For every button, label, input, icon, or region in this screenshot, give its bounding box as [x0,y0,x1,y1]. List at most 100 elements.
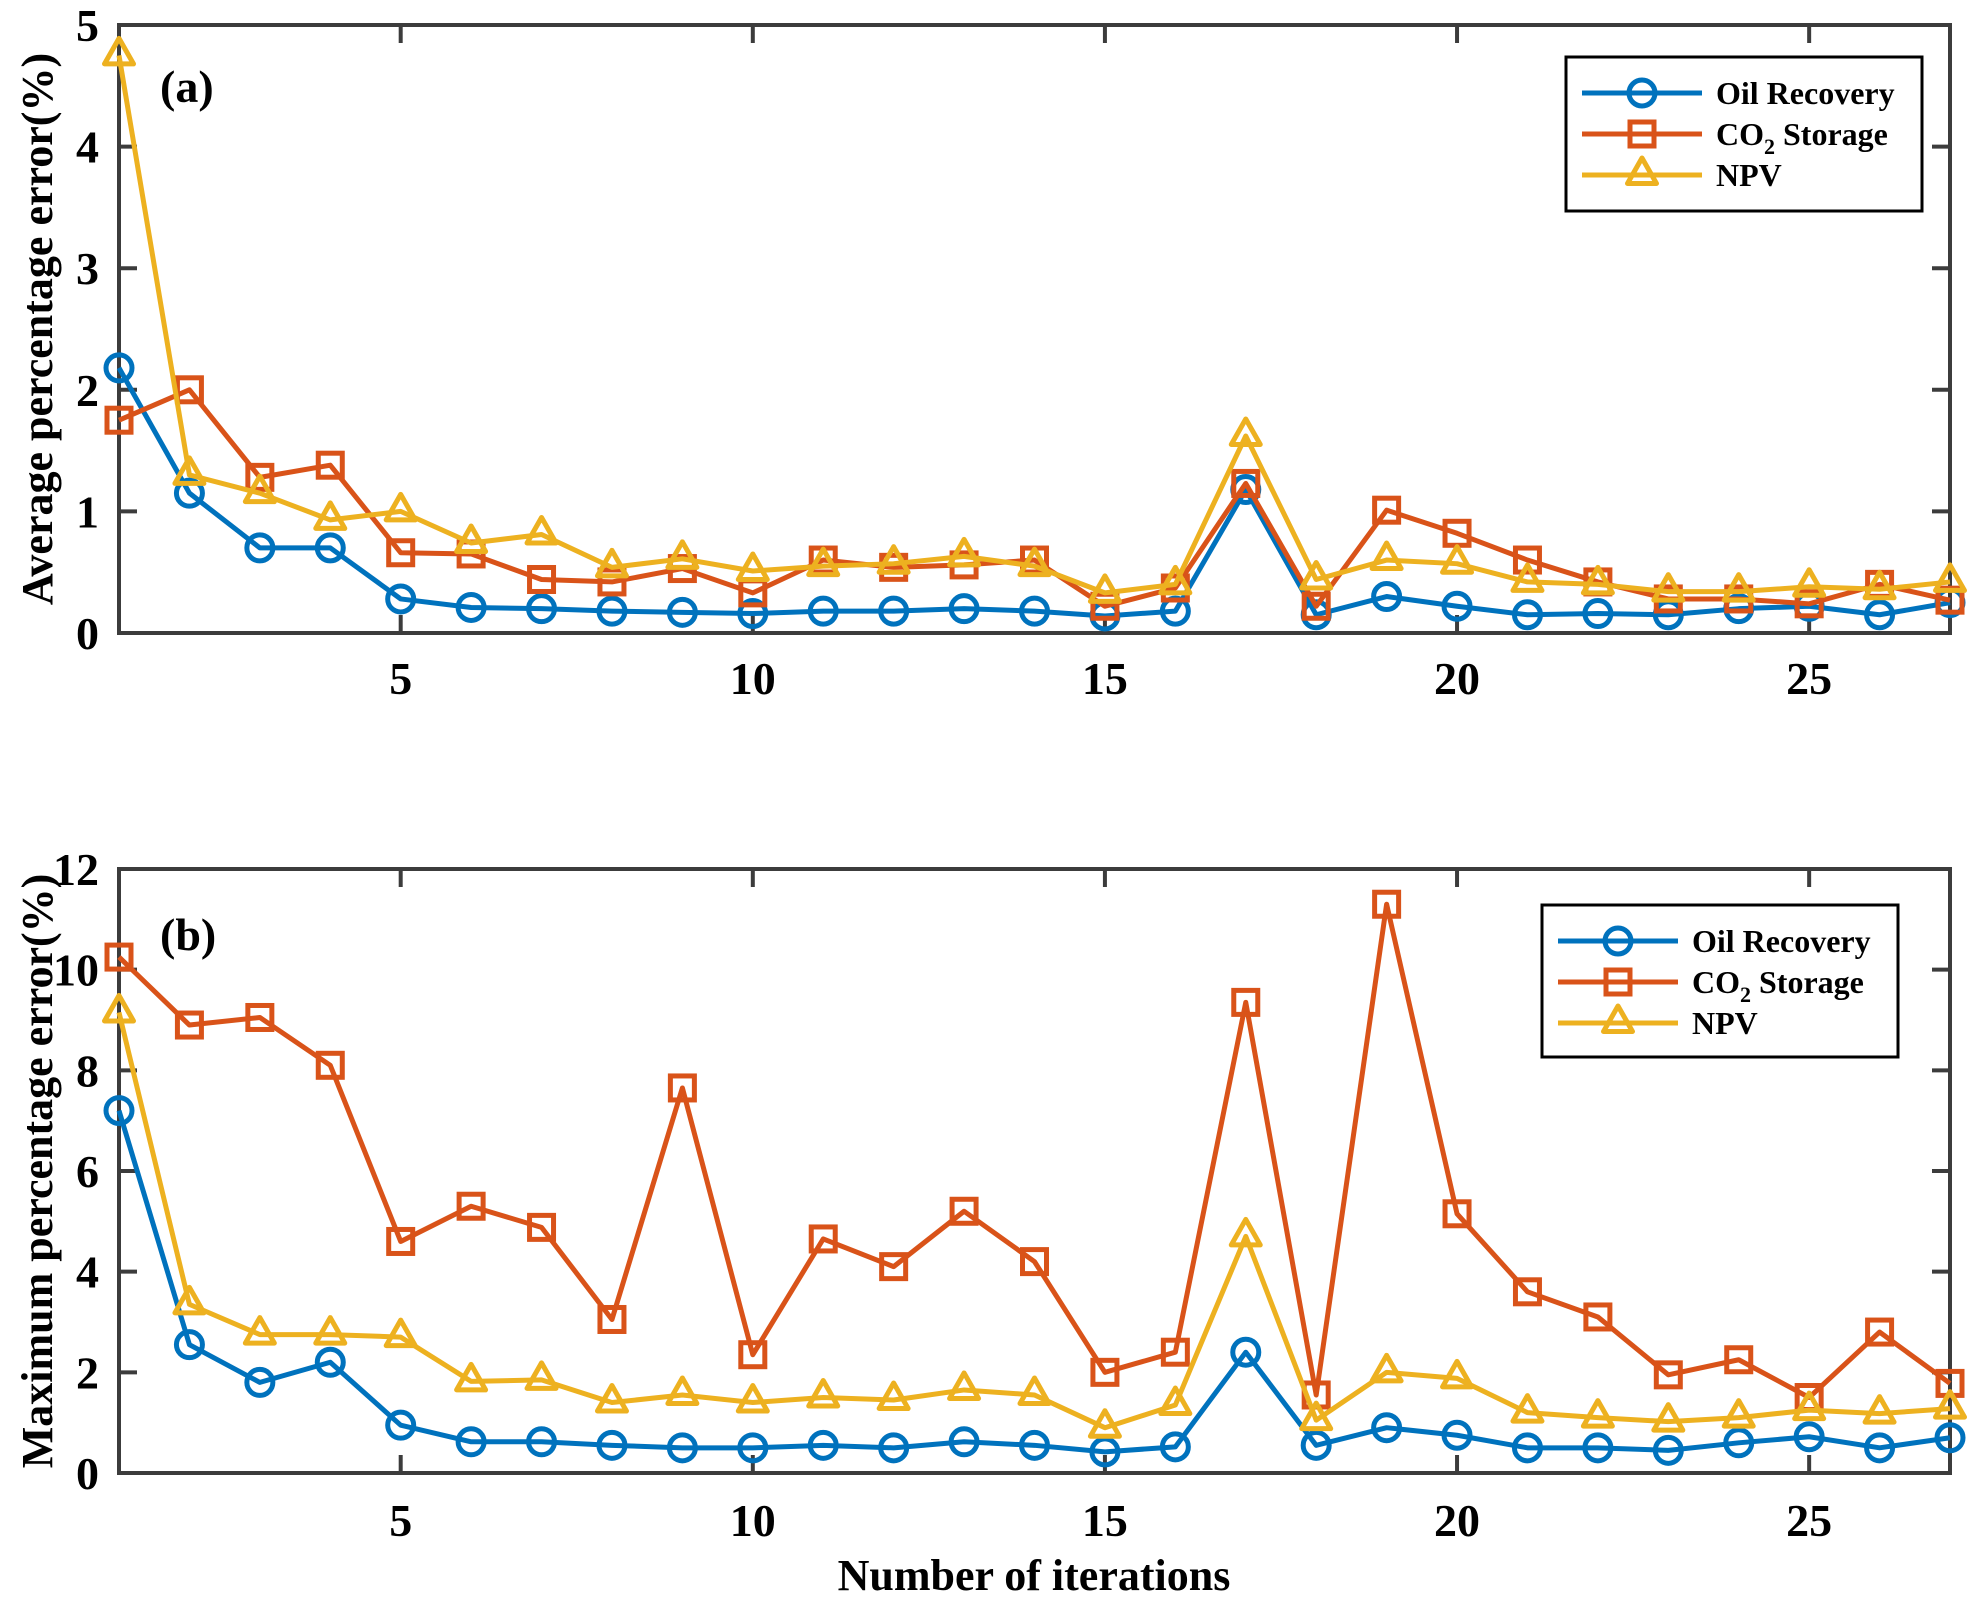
marker-circle [1864,1432,1896,1464]
y-tick-label: 12 [53,844,99,895]
marker-square [1724,1345,1754,1375]
marker-square [527,564,557,594]
marker-circle [1793,1421,1825,1453]
marker-circle [1582,1432,1614,1464]
marker-circle [1511,599,1543,631]
marker-triangle [1792,567,1827,598]
marker-circle [1441,1419,1473,1451]
y-tick-label: 6 [76,1146,99,1197]
marker-circle [314,532,346,564]
marker-triangle [383,1317,418,1349]
marker-circle [526,593,558,625]
marker-circle [1159,1431,1191,1463]
marker-circle [666,596,698,628]
marker-triangle [454,1361,489,1393]
marker-circle [666,1432,698,1464]
legend-item-label: CO2 Storage [1692,964,1864,1007]
marker-circle [385,1409,417,1441]
marker-square [1512,1277,1542,1307]
marker-triangle [242,473,277,505]
marker-circle [948,1426,980,1458]
x-tick-label: 15 [1082,653,1128,704]
marker-triangle [313,500,348,531]
marker-circle [244,532,276,564]
marker-triangle [313,1315,348,1346]
marker-circle [807,595,839,627]
marker-triangle [1158,564,1193,596]
marker-triangle [1601,1003,1635,1034]
marker-circle [244,1366,276,1398]
x-tick-label: 20 [1434,653,1480,704]
marker-triangle [1087,573,1122,604]
panel-b-plot: 5 10 15 20 25 0 2 4 6 8 10 12 Oil Recovery CO2 Storag… [53,844,1967,1546]
marker-triangle [1228,1216,1263,1248]
marker-triangle [735,551,770,582]
axes-box [117,23,1952,635]
marker-triangle [1369,1352,1404,1384]
marker-triangle [594,547,629,579]
marker-triangle [1625,155,1659,186]
marker-circle [455,591,487,623]
marker-circle [1511,1432,1543,1464]
marker-triangle [1369,540,1404,572]
marker-triangle [665,1375,700,1406]
marker-triangle [102,35,136,67]
y-tick-label: 4 [76,122,99,173]
marker-circle [878,1432,910,1464]
y-tick-label: 2 [76,1347,99,1398]
marker-circle [173,477,205,509]
y-tick-label: 0 [76,608,99,659]
marker-square [879,1252,909,1282]
x-tick-label: 15 [1082,1495,1128,1546]
legend-item-label: Oil Recovery [1716,75,1895,111]
marker-circle [737,1432,769,1464]
marker-square [1231,468,1261,498]
legend-item-label: Oil Recovery [1692,923,1871,959]
marker-triangle [1017,546,1052,578]
marker-square [1160,1337,1190,1367]
marker-square [315,1050,345,1080]
marker-triangle [1440,1358,1475,1390]
x-axis-title: Number of iterations [838,1551,1231,1599]
series-line-co-storage [118,387,1951,609]
marker-square [808,1224,838,1254]
marker-triangle [1299,559,1334,591]
marker-circle [385,583,417,615]
marker-triangle [172,455,207,486]
panel-a-letter: (a) [160,61,214,112]
marker-square [1090,1357,1120,1387]
marker-triangle [242,1315,277,1346]
y-tick-label: 3 [76,243,99,294]
marker-square [1442,1199,1472,1229]
marker-circle [948,593,980,625]
marker-square [1865,1317,1895,1347]
series-line-npv [116,54,1951,596]
marker-circle [1371,581,1403,613]
marker-triangle [806,1378,841,1409]
marker-triangle [1228,416,1263,448]
marker-square [597,567,627,597]
x-tick-label: 25 [1786,653,1832,704]
marker-triangle [1580,564,1615,596]
x-tick-label: 5 [389,653,412,704]
marker-triangle [1440,544,1475,575]
marker-circle [1089,1436,1121,1468]
marker-triangle [1792,1390,1827,1422]
marker-square [597,1304,627,1334]
legend-item-label: NPV [1716,157,1782,193]
y-tick-label: 10 [53,945,99,996]
marker-circle [596,595,628,627]
marker-square [174,1010,204,1040]
marker-square [527,1212,557,1242]
marker-square [315,450,345,480]
marker-circle [1441,590,1473,622]
marker-triangle [172,1284,207,1316]
y-tick-label: 4 [76,1247,99,1298]
marker-square [1512,545,1542,575]
marker-circle [103,1095,135,1127]
marker-triangle [806,546,841,578]
marker-triangle [947,1370,982,1401]
marker-circle [1019,1429,1050,1461]
marker-triangle [1721,572,1756,603]
